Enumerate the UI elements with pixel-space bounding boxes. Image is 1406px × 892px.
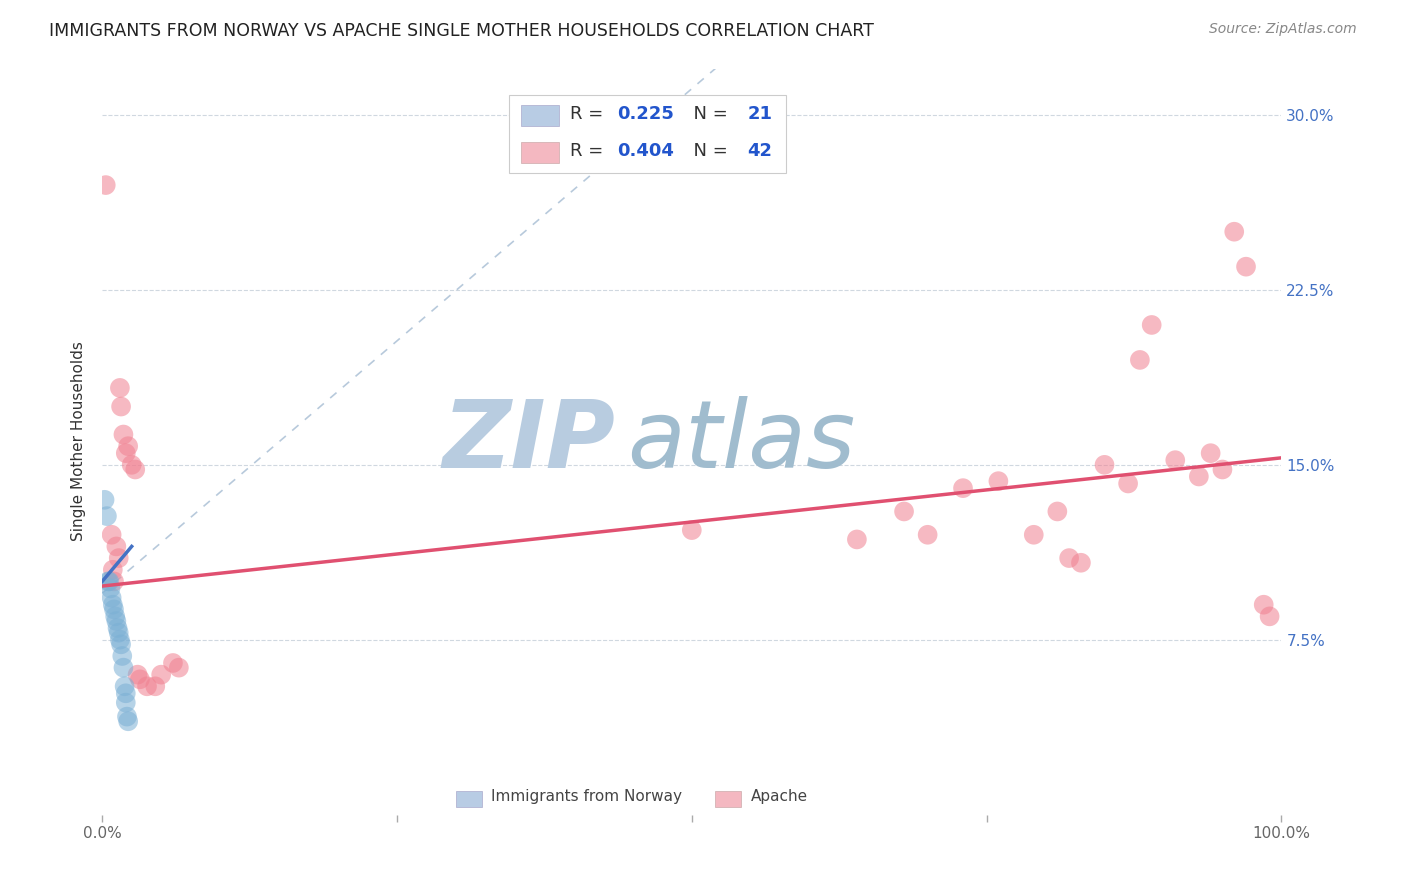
Point xyxy=(1164,453,1187,467)
Point xyxy=(1057,551,1080,566)
Point xyxy=(105,540,128,554)
FancyBboxPatch shape xyxy=(520,105,558,126)
Point xyxy=(100,528,122,542)
Point xyxy=(114,696,136,710)
Text: R =: R = xyxy=(571,105,609,123)
Point xyxy=(987,474,1010,488)
Point xyxy=(107,621,129,635)
Point xyxy=(1253,598,1275,612)
Point xyxy=(129,673,152,687)
Point xyxy=(143,679,166,693)
Y-axis label: Single Mother Households: Single Mother Households xyxy=(72,342,86,541)
FancyBboxPatch shape xyxy=(456,790,482,807)
Point xyxy=(108,632,131,647)
FancyBboxPatch shape xyxy=(509,95,786,173)
Point xyxy=(105,614,128,628)
Point xyxy=(94,178,117,192)
Point xyxy=(111,648,134,663)
Point xyxy=(107,551,129,566)
Point xyxy=(117,714,139,729)
Point xyxy=(952,481,974,495)
Point xyxy=(101,563,124,577)
Text: atlas: atlas xyxy=(627,396,855,487)
Point xyxy=(110,637,132,651)
Point xyxy=(93,492,115,507)
Point xyxy=(1094,458,1116,472)
Text: 0.225: 0.225 xyxy=(617,105,675,123)
Point xyxy=(1070,556,1092,570)
Text: IMMIGRANTS FROM NORWAY VS APACHE SINGLE MOTHER HOUSEHOLDS CORRELATION CHART: IMMIGRANTS FROM NORWAY VS APACHE SINGLE … xyxy=(49,22,875,40)
Text: Source: ZipAtlas.com: Source: ZipAtlas.com xyxy=(1209,22,1357,37)
Point xyxy=(150,667,173,681)
Point xyxy=(103,602,125,616)
Point xyxy=(1129,353,1152,368)
Text: R =: R = xyxy=(571,142,609,160)
Point xyxy=(1211,462,1233,476)
Point xyxy=(1116,476,1139,491)
Point xyxy=(107,625,129,640)
Text: 21: 21 xyxy=(747,105,772,123)
Point xyxy=(1140,318,1163,332)
Point xyxy=(167,660,190,674)
Point xyxy=(100,591,122,605)
Point xyxy=(136,679,159,693)
Text: 0.404: 0.404 xyxy=(617,142,675,160)
Text: ZIP: ZIP xyxy=(443,395,616,488)
Point xyxy=(893,504,915,518)
Point xyxy=(1046,504,1069,518)
Text: 42: 42 xyxy=(747,142,772,160)
FancyBboxPatch shape xyxy=(716,790,741,807)
Point xyxy=(101,598,124,612)
Point xyxy=(104,609,127,624)
Point xyxy=(1223,225,1246,239)
Point xyxy=(845,533,868,547)
Point xyxy=(97,574,120,589)
Point xyxy=(96,509,118,524)
Text: Immigrants from Norway: Immigrants from Norway xyxy=(491,789,682,804)
Text: N =: N = xyxy=(682,105,734,123)
Point xyxy=(114,686,136,700)
Point xyxy=(100,582,122,596)
Point xyxy=(114,446,136,460)
Point xyxy=(917,528,939,542)
Point xyxy=(110,400,132,414)
Point xyxy=(114,679,136,693)
Point xyxy=(127,667,149,681)
Text: N =: N = xyxy=(682,142,734,160)
Point xyxy=(103,574,125,589)
Point xyxy=(108,381,131,395)
Point xyxy=(1234,260,1257,274)
FancyBboxPatch shape xyxy=(520,143,558,163)
Point xyxy=(1258,609,1281,624)
Point xyxy=(1188,469,1211,483)
Point xyxy=(112,660,135,674)
Point xyxy=(117,439,139,453)
Point xyxy=(115,709,138,723)
Point xyxy=(681,523,703,537)
Point xyxy=(1022,528,1045,542)
Text: Apache: Apache xyxy=(751,789,808,804)
Point xyxy=(112,427,135,442)
Point xyxy=(98,574,121,589)
Point xyxy=(121,458,143,472)
Point xyxy=(124,462,146,476)
Point xyxy=(162,656,184,670)
Point xyxy=(1199,446,1222,460)
